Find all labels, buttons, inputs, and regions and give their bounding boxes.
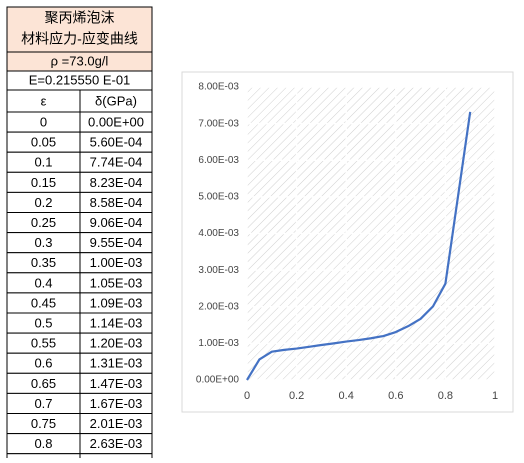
y-tick-label: 7.00E-03 — [198, 118, 239, 129]
x-tick-label: 0.4 — [339, 390, 354, 402]
table-text: 1.05E-03 — [90, 275, 143, 290]
table-text: 9.06E-04 — [90, 215, 143, 230]
table-text: 1.20E-03 — [90, 336, 143, 351]
x-tick-label: 0.8 — [438, 390, 453, 402]
x-tick-label: 0 — [244, 390, 250, 402]
table-cell — [6, 6, 153, 53]
table-title: 材料应力-应变曲线 — [21, 31, 138, 47]
table-text: 0.25 — [31, 215, 56, 230]
table-text: 0.5 — [34, 315, 52, 330]
table-text: 0.4 — [34, 275, 52, 290]
table-text: 0.1 — [34, 155, 52, 170]
table-text: 0.75 — [31, 416, 56, 431]
table-text: 8.58E-04 — [90, 195, 143, 210]
y-tick-label: 6.00E-03 — [198, 155, 239, 166]
table-text: 1.67E-03 — [90, 396, 143, 411]
table-text: 1.47E-03 — [90, 376, 143, 391]
y-tick-label: 2.00E-03 — [198, 301, 239, 312]
table-title: 聚丙烯泡沫 — [45, 10, 115, 26]
table-text: 0.35 — [31, 255, 56, 270]
modulus: E=0.215550 E-01 — [29, 72, 131, 87]
table-text: 1.31E-03 — [90, 356, 143, 371]
table-text: 9.55E-04 — [90, 235, 143, 250]
table-text: 0.2 — [34, 195, 52, 210]
table-text: 0.45 — [31, 295, 56, 310]
table-text: 0.05 — [31, 135, 56, 150]
table-text: 8.23E-04 — [90, 175, 143, 190]
y-tick-label: 5.00E-03 — [198, 192, 239, 203]
table-text: 2.01E-03 — [90, 416, 143, 431]
table-text: 0.15 — [31, 175, 56, 190]
line-series — [246, 111, 472, 381]
table-text: 0.00E+00 — [88, 114, 144, 129]
table-text: 0.7 — [34, 396, 52, 411]
table-text: 0.6 — [34, 356, 52, 371]
table-text: 1.14E-03 — [90, 315, 143, 330]
table-text: 0 — [40, 114, 47, 129]
x-tick-label: 0.2 — [289, 390, 304, 402]
table-text: 7.74E-04 — [90, 155, 143, 170]
y-tick-label: 0.00E+00 — [196, 375, 240, 386]
table-text: 2.63E-03 — [90, 436, 143, 451]
table-text: 1.00E-03 — [90, 255, 143, 270]
y-tick-label: 4.00E-03 — [198, 228, 239, 239]
y-tick-label: 1.00E-03 — [198, 338, 239, 349]
y-tick-label: 3.00E-03 — [198, 265, 239, 276]
table-text: 0.3 — [34, 235, 52, 250]
density: ρ =73.0g/l — [51, 53, 109, 68]
x-tick-label: 0.6 — [388, 390, 403, 402]
y-tick-label: 8.00E-03 — [198, 82, 239, 93]
x-tick-label: 1 — [492, 390, 498, 402]
table-text: 0.65 — [31, 376, 56, 391]
table-text: 5.60E-04 — [90, 135, 143, 150]
table-text: 0.8 — [34, 436, 52, 451]
table-text: ε — [41, 93, 47, 108]
table-text: 0.55 — [31, 336, 56, 351]
table-text: δ(GPa) — [95, 93, 137, 108]
table-text: 1.09E-03 — [90, 295, 143, 310]
